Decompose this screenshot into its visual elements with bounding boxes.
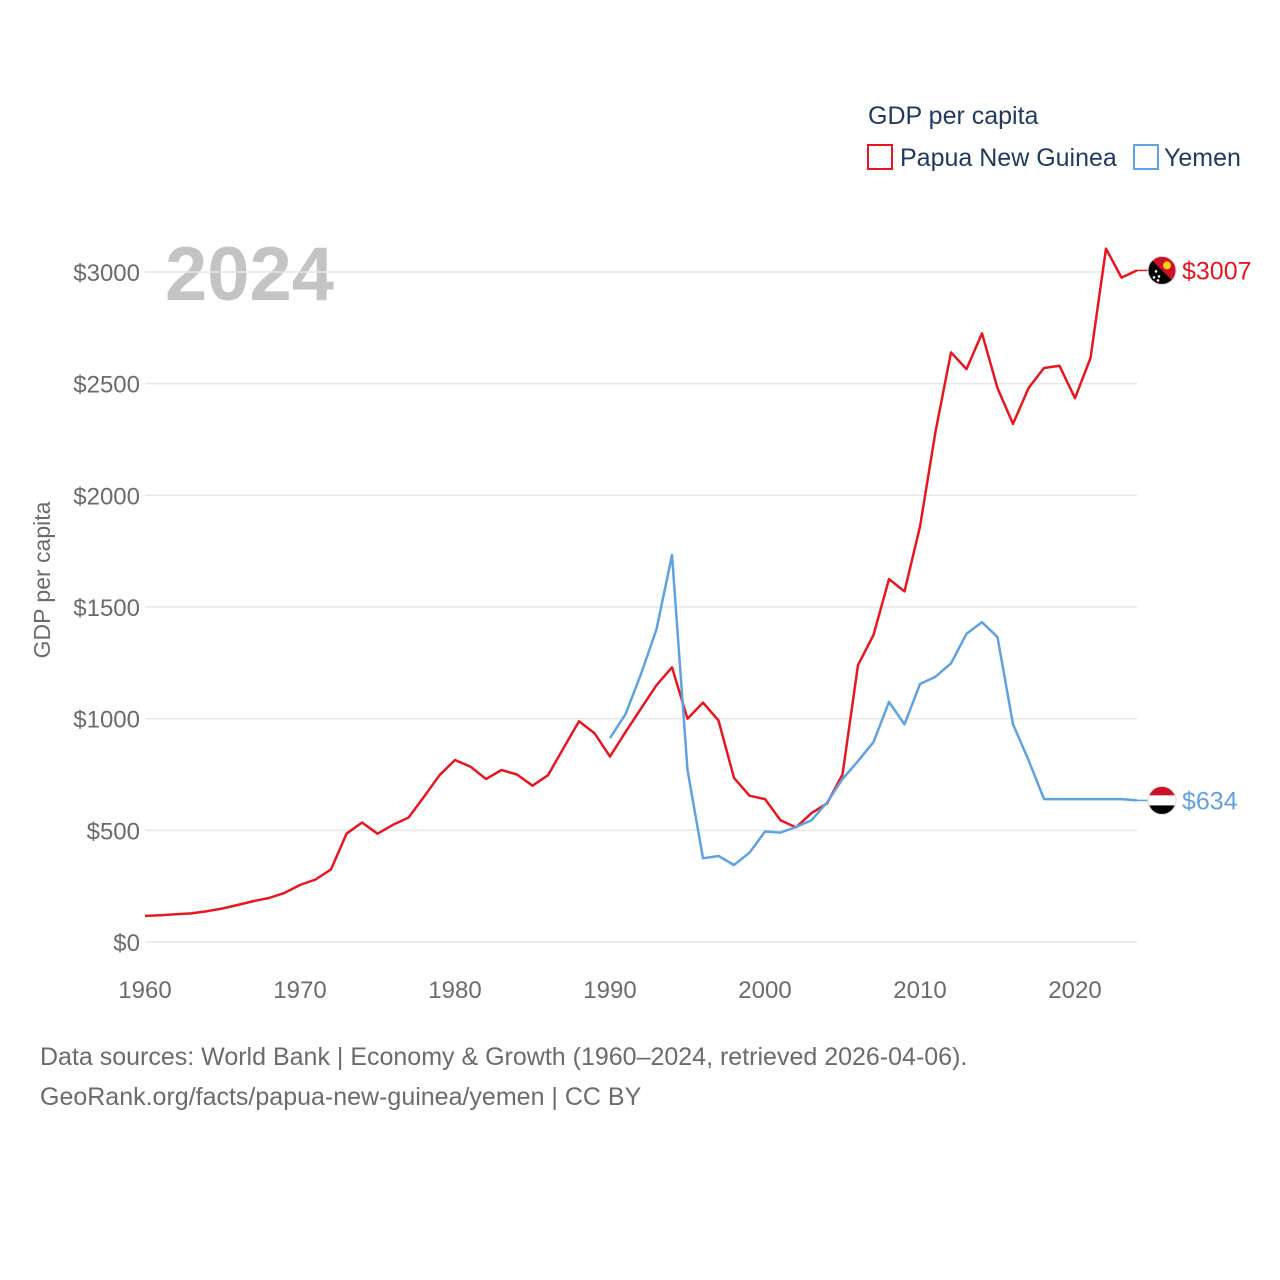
x-axis-ticks: 1960 1970 1980 1990 2000 2010 2020 — [118, 977, 1101, 1004]
footer-sources: Data sources: World Bank | Economy & Gro… — [40, 1043, 968, 1071]
y-tick-label: $500 — [87, 818, 140, 845]
legend-label-papua-new-guinea[interactable]: Papua New Guinea — [900, 144, 1117, 172]
footer-attribution[interactable]: GeoRank.org/facts/papua-new-guinea/yemen… — [40, 1083, 642, 1111]
legend: GDP per capita Papua New Guinea Yemen — [867, 102, 1241, 172]
end-value-label-papua-new-guinea: $3007 — [1182, 257, 1252, 285]
x-tick-label: 1970 — [273, 977, 326, 1004]
series-lines — [144, 247, 1138, 918]
x-tick-label: 1960 — [118, 977, 171, 1004]
y-tick-label: $2000 — [73, 483, 140, 510]
year-label: 2024 — [165, 232, 334, 317]
x-tick-label: 1990 — [583, 977, 636, 1004]
x-tick-label: 1980 — [428, 977, 481, 1004]
gridlines — [145, 271, 1137, 943]
series-end-markers: $3007 $634 — [1137, 255, 1252, 815]
end-value-label-yemen: $634 — [1182, 787, 1238, 815]
y-tick-label: $3000 — [73, 260, 140, 287]
y-axis-label: GDP per capita — [29, 501, 55, 658]
x-tick-label: 2010 — [893, 977, 946, 1004]
x-tick-label: 2020 — [1048, 977, 1101, 1004]
x-tick-label: 2000 — [738, 977, 791, 1004]
series-line-yemen[interactable] — [608, 553, 1138, 867]
y-tick-label: $2500 — [73, 372, 140, 399]
y-tick-label: $1000 — [73, 707, 140, 734]
y-tick-label: $0 — [113, 930, 140, 957]
legend-swatch-yemen[interactable] — [1133, 144, 1159, 170]
y-axis-ticks: $0 $500 $1000 $1500 $2000 $2500 $3000 — [73, 260, 140, 957]
legend-label-yemen[interactable]: Yemen — [1164, 144, 1241, 172]
png-flag-icon — [1147, 255, 1177, 285]
series-line-papua-new-guinea[interactable] — [144, 247, 1138, 918]
legend-swatch-papua-new-guinea[interactable] — [867, 144, 893, 170]
yemen-flag-icon — [1147, 785, 1177, 815]
legend-title: GDP per capita — [868, 102, 1039, 130]
y-tick-label: $1500 — [73, 595, 140, 622]
